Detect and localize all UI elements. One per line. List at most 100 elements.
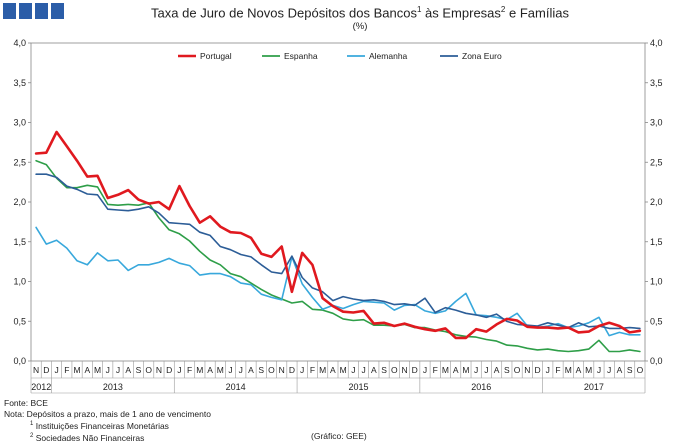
year-label: 2015 [348, 382, 368, 392]
month-label: F [64, 365, 69, 375]
month-label: M [340, 365, 347, 375]
title-footnote-1: 1 [416, 5, 422, 14]
month-label: M [442, 365, 449, 375]
month-label: J [474, 365, 478, 375]
month-label: N [33, 365, 39, 375]
title-mid: às Empresas [421, 5, 501, 21]
month-label: O [268, 365, 275, 375]
y-tick-label-right: 0,0 [650, 356, 663, 366]
month-label: N [401, 365, 407, 375]
title-footnote-2: 2 [500, 5, 506, 14]
year-label: 2012 [31, 382, 51, 392]
month-label: J [106, 365, 110, 375]
footnote-1: 1 Instituições Financeiras Monetárias [4, 419, 211, 431]
month-label: J [177, 365, 181, 375]
series-line-espanha [35, 159, 641, 353]
footnote-2-text: Sociedades Não Financeiras [33, 433, 145, 444]
month-label: A [330, 365, 336, 375]
chart-subtitle: (%) [352, 21, 368, 33]
plot-frame [30, 42, 646, 362]
legend-label-portugal: Portugal [200, 51, 232, 61]
month-label: O [514, 365, 521, 375]
month-label: A [494, 365, 500, 375]
month-label: N [279, 365, 285, 375]
month-label: J [597, 365, 601, 375]
month-label: A [248, 365, 254, 375]
legend-label-espanha: Espanha [284, 51, 318, 61]
y-tick-label-right: 2,0 [650, 197, 663, 207]
logo-square [35, 3, 48, 19]
y-tick-label-left: 2,0 [13, 197, 26, 207]
year-label: 2016 [471, 382, 491, 392]
month-label: A [453, 365, 459, 375]
y-tick-label-right: 1,0 [650, 277, 663, 287]
month-label: J [423, 365, 427, 375]
y-tick-label-right: 0,5 [650, 316, 663, 326]
month-label: S [381, 365, 387, 375]
series-line-portugal [34, 130, 642, 340]
chart-credit: (Gráfico: GEE) [311, 431, 367, 441]
month-label: J [546, 365, 550, 375]
month-label: S [136, 365, 142, 375]
month-label: D [412, 365, 418, 375]
month-label: J [484, 365, 488, 375]
y-tick-label-left: 1,0 [13, 277, 26, 287]
month-label: D [289, 365, 295, 375]
year-label: 2013 [103, 382, 123, 392]
title-main: Taxa de Juro de Novos Depósitos dos Banc… [151, 5, 417, 21]
month-label: D [43, 365, 49, 375]
month-label: N [524, 365, 530, 375]
y-tick-label-left: 4,0 [13, 38, 26, 48]
logo [3, 3, 65, 19]
month-label: J [607, 365, 611, 375]
month-label: M [74, 365, 81, 375]
y-tick-label-right: 1,5 [650, 237, 663, 247]
month-label: O [145, 365, 152, 375]
y-tick-label-left: 0,0 [13, 356, 26, 366]
title-end: e Famílias [505, 5, 569, 21]
month-label: J [239, 365, 243, 375]
logo-square [3, 3, 16, 19]
y-tick-label-right: 4,0 [650, 38, 663, 48]
logo-square [19, 3, 32, 19]
series-line-zona-euro [35, 173, 641, 330]
month-label: N [156, 365, 162, 375]
footnote-2-mark: 2 [30, 433, 34, 440]
month-label: A [207, 365, 213, 375]
chart-title: Taxa de Juro de Novos Depósitos dos Banc… [80, 5, 640, 20]
month-label: M [585, 365, 592, 375]
month-label: A [84, 365, 90, 375]
month-label: M [319, 365, 326, 375]
y-tick-label-left: 1,5 [13, 237, 26, 247]
y-tick-label-left: 3,5 [13, 78, 26, 88]
y-tick-label-right: 2,5 [650, 157, 663, 167]
series-line-alemanha [35, 226, 641, 337]
month-label: M [462, 365, 469, 375]
y-tick-label-right: 3,0 [650, 118, 663, 128]
month-label: S [258, 365, 264, 375]
month-label: M [196, 365, 203, 375]
year-label: 2014 [226, 382, 246, 392]
month-label: J [300, 365, 304, 375]
legend-label-alemanha: Alemanha [369, 51, 408, 61]
month-label: F [310, 365, 315, 375]
month-label: S [504, 365, 510, 375]
month-label: M [217, 365, 224, 375]
month-label: F [187, 365, 192, 375]
maturity-note: Nota: Depósitos a prazo, mais de 1 ano d… [4, 408, 211, 419]
month-label: F [555, 365, 560, 375]
y-tick-label-left: 2,5 [13, 157, 26, 167]
month-label: J [116, 365, 120, 375]
month-label: D [534, 365, 540, 375]
y-tick-label-left: 0,5 [13, 316, 26, 326]
month-label: F [433, 365, 438, 375]
month-label: J [228, 365, 232, 375]
month-label: O [637, 365, 644, 375]
month-label: S [627, 365, 633, 375]
month-label: M [94, 365, 101, 375]
chart-notes: Fonte: BCE Nota: Depósitos a prazo, mais… [4, 398, 211, 444]
month-label: A [576, 365, 582, 375]
month-label: J [361, 365, 365, 375]
legend-label-zona-euro: Zona Euro [462, 51, 502, 61]
